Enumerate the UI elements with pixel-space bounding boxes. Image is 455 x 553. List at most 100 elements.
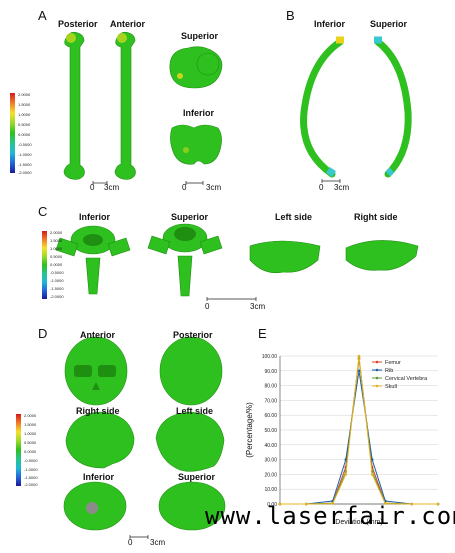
legend-marker — [375, 384, 379, 388]
panel-c-label-right-side: Right side — [354, 212, 398, 222]
scale-end-d: 3cm — [150, 538, 166, 547]
scale-end-b: 3cm — [334, 183, 350, 192]
vertebra-inferior-model — [55, 225, 131, 295]
colorbar-label: -0.5000 — [18, 142, 32, 147]
data-point — [357, 369, 361, 373]
colorbar-d: 2.0000 1.5000 1.0000 0.5000 0.0000 -0.50… — [14, 412, 50, 488]
colorbar-gradient — [10, 93, 15, 173]
colorbar-label: 1.0000 — [18, 112, 31, 117]
panel-d-label-left-side: Left side — [176, 406, 214, 416]
panel-d-letter: D — [38, 326, 48, 341]
scale-end-a2: 3cm — [206, 183, 222, 192]
legend-marker — [375, 368, 379, 372]
panel-a-letter: A — [38, 8, 47, 23]
y-tick-label: 80.00 — [264, 384, 277, 390]
data-point — [384, 502, 387, 505]
data-point — [344, 458, 348, 461]
panel-c-label-superior: Superior — [171, 212, 209, 222]
y-tick-label: 10.00 — [264, 487, 277, 493]
data-point — [370, 473, 374, 476]
data-point — [357, 354, 361, 358]
legend-label: Rib — [385, 368, 393, 374]
y-tick-label: 30.00 — [264, 458, 277, 464]
y-tick-label: 20.00 — [264, 472, 277, 478]
legend-marker — [375, 360, 379, 364]
colorbar-label: 2.0000 — [24, 413, 37, 418]
rib-inferior-model — [300, 36, 344, 178]
colorbar-label: 0.5000 — [18, 122, 31, 127]
colorbar-label: 2.0000 — [50, 230, 63, 235]
y-tick-label: 0.00 — [267, 502, 277, 508]
data-point — [344, 473, 348, 476]
femur-posterior-model — [63, 31, 85, 180]
panel-c-label-inferior: Inferior — [79, 212, 111, 222]
scale-zero-c: 0 — [205, 302, 210, 311]
scale-end-c: 3cm — [250, 302, 266, 311]
skull-superior-model — [158, 481, 226, 531]
panel-c-letter: C — [38, 204, 48, 219]
panel-d-label-anterior: Anterior — [80, 330, 116, 340]
colorbar-gradient — [42, 231, 47, 299]
scale-zero-b: 0 — [319, 183, 324, 192]
y-tick-label: 100.00 — [262, 354, 278, 360]
y-tick-label: 70.00 — [264, 398, 277, 404]
data-point — [331, 502, 334, 505]
skull-left-side-model — [155, 411, 225, 472]
data-point — [370, 458, 374, 461]
colorbar-label: 1.5000 — [50, 238, 63, 243]
skull-anterior-model — [64, 336, 128, 406]
femur-superior-model — [169, 46, 223, 89]
colorbar-label: -1.5000 — [24, 475, 38, 480]
y-tick-label: 60.00 — [264, 413, 277, 419]
panel-d-label-inferior: Inferior — [83, 472, 115, 482]
panel-a-label-inferior: Inferior — [183, 108, 215, 118]
femur-anterior-model — [114, 31, 136, 180]
x-axis-label: Deviation (mm) — [335, 519, 382, 526]
y-tick-label: 90.00 — [264, 369, 277, 375]
vertebra-left-side-model — [249, 240, 321, 274]
rib-superior-model — [374, 36, 412, 178]
panel-b-letter: B — [286, 8, 295, 23]
data-point — [305, 502, 308, 506]
femur-inferior-model — [170, 124, 222, 165]
panel-b-label-inferior: Inferior — [314, 19, 346, 29]
colorbar-label: -0.5000 — [24, 458, 38, 463]
colorbar-label: 0.0000 — [24, 449, 37, 454]
legend-label: Skull — [385, 384, 397, 390]
scale-end-a1: 3cm — [104, 183, 120, 192]
panel-e-letter: E — [258, 326, 267, 341]
colorbar-label: 0.5000 — [50, 254, 63, 259]
colorbar-label: -1.0000 — [18, 152, 32, 157]
colorbar-label: 2.0000 — [18, 92, 31, 97]
vertebra-superior-model — [147, 223, 223, 297]
data-point — [410, 502, 413, 506]
data-point — [278, 502, 282, 506]
deviation-chart: 0.00 10.00 20.00 30.00 40.00 50.00 60.00 70.00 8… — [245, 354, 440, 526]
y-tick-label: 50.00 — [264, 428, 277, 434]
panel-a-label-superior: Superior — [181, 31, 219, 41]
colorbar-label: -2.0000 — [24, 482, 38, 487]
legend-label: Femur — [385, 360, 401, 366]
colorbar-label: 1.0000 — [24, 431, 37, 436]
vertebra-right-side-model — [345, 240, 419, 271]
scale-zero-d: 0 — [128, 538, 133, 547]
skull-inferior-model — [63, 481, 127, 531]
legend-label: Cervical Vertebra — [385, 376, 428, 382]
panel-d-label-posterior: Posterior — [173, 330, 213, 340]
panel-c-label-left-side: Left side — [275, 212, 313, 222]
scale-bar-a — [92, 179, 341, 539]
scale-zero-a2: 0 — [182, 183, 187, 192]
panel-a-label-posterior: Posterior — [58, 19, 98, 29]
series-line-rib — [280, 370, 438, 505]
colorbar-label: 1.0000 — [50, 246, 63, 251]
colorbar-label: -1.5000 — [50, 286, 64, 291]
colorbar-label: -2.0000 — [50, 294, 64, 299]
panel-b-label-superior: Superior — [370, 19, 408, 29]
colorbar-label: -0.5000 — [50, 270, 64, 275]
colorbar-label: 1.5000 — [18, 102, 31, 107]
skull-posterior-model — [159, 336, 223, 406]
colorbar-c: 2.0000 1.5000 1.0000 0.5000 0.0000 -0.50… — [40, 229, 76, 301]
legend-marker — [375, 376, 379, 380]
colorbar-label: 1.5000 — [24, 422, 37, 427]
